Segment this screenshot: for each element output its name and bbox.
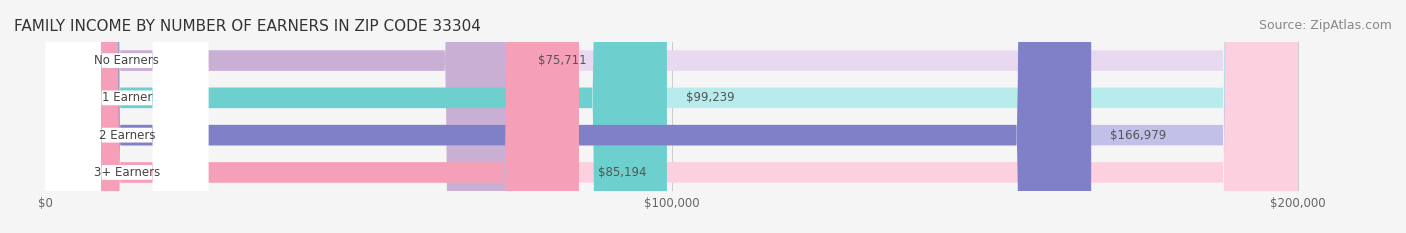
FancyBboxPatch shape — [45, 0, 579, 233]
Text: 1 Earner: 1 Earner — [101, 91, 152, 104]
FancyBboxPatch shape — [45, 0, 208, 233]
Text: 3+ Earners: 3+ Earners — [94, 166, 160, 179]
FancyBboxPatch shape — [45, 0, 208, 233]
FancyBboxPatch shape — [45, 0, 1091, 233]
FancyBboxPatch shape — [45, 0, 1298, 233]
FancyBboxPatch shape — [45, 0, 1298, 233]
Text: FAMILY INCOME BY NUMBER OF EARNERS IN ZIP CODE 33304: FAMILY INCOME BY NUMBER OF EARNERS IN ZI… — [14, 19, 481, 34]
FancyBboxPatch shape — [45, 0, 666, 233]
Text: $166,979: $166,979 — [1109, 129, 1166, 142]
FancyBboxPatch shape — [45, 0, 208, 233]
FancyBboxPatch shape — [45, 0, 520, 233]
FancyBboxPatch shape — [45, 0, 1298, 233]
Text: $75,711: $75,711 — [538, 54, 586, 67]
Text: No Earners: No Earners — [94, 54, 159, 67]
Text: $85,194: $85,194 — [598, 166, 647, 179]
Text: 2 Earners: 2 Earners — [98, 129, 155, 142]
FancyBboxPatch shape — [45, 0, 1298, 233]
Text: Source: ZipAtlas.com: Source: ZipAtlas.com — [1258, 19, 1392, 32]
FancyBboxPatch shape — [45, 0, 208, 233]
Text: $99,239: $99,239 — [686, 91, 734, 104]
